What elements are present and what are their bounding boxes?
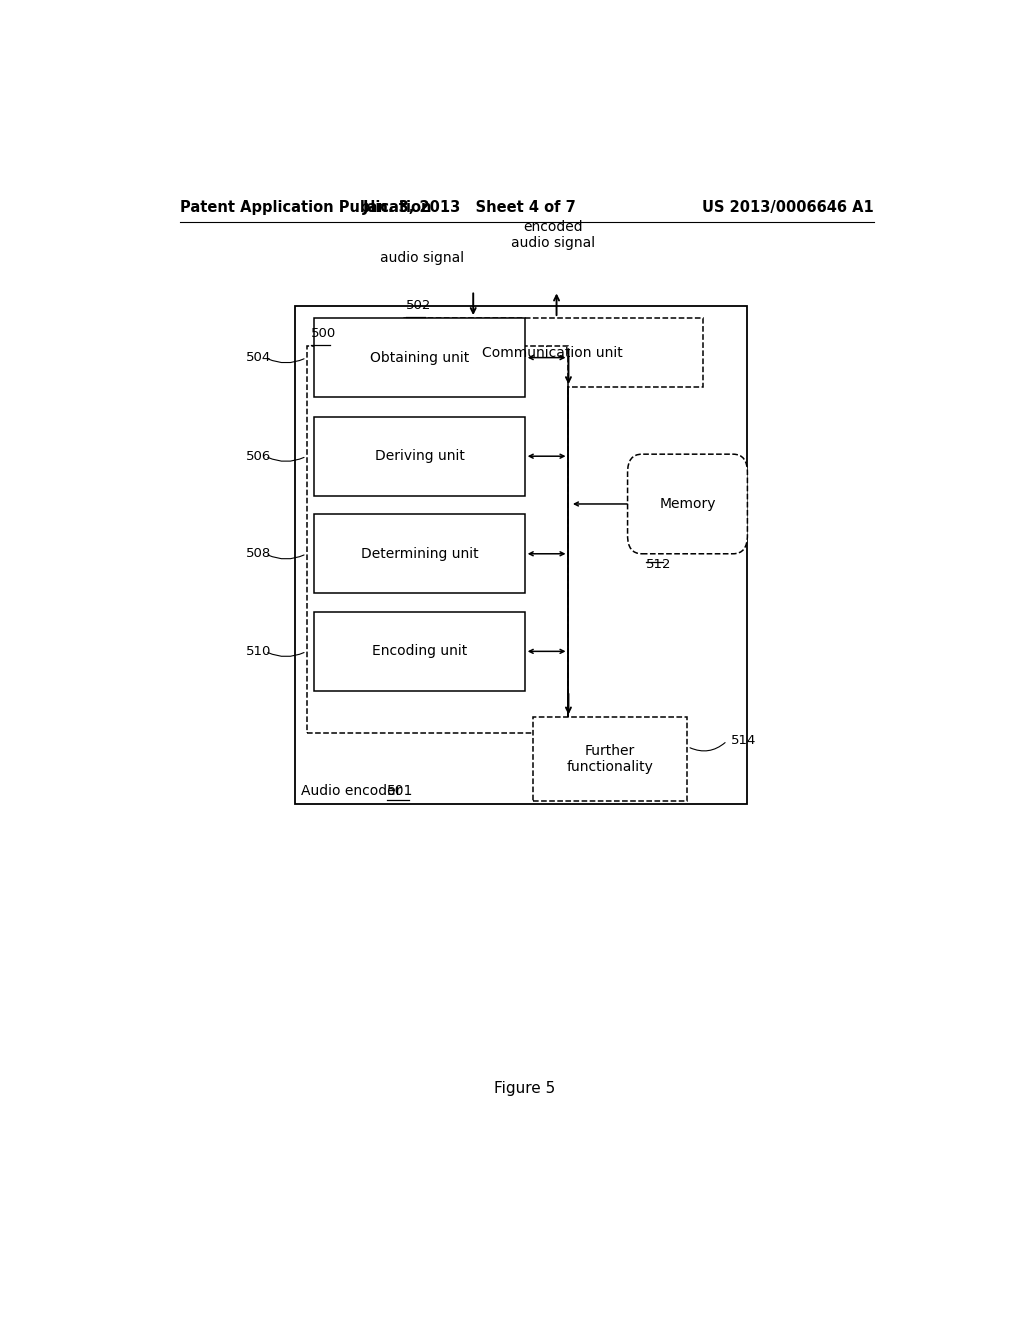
Text: 504: 504	[246, 351, 270, 364]
FancyBboxPatch shape	[401, 318, 703, 387]
Text: Determining unit: Determining unit	[360, 546, 478, 561]
Text: Further
functionality: Further functionality	[566, 744, 653, 775]
FancyBboxPatch shape	[295, 306, 746, 804]
Text: Obtaining unit: Obtaining unit	[370, 351, 469, 364]
Text: Memory: Memory	[659, 496, 716, 511]
Text: 508: 508	[246, 548, 270, 560]
Text: Audio encoder: Audio encoder	[301, 784, 406, 797]
FancyBboxPatch shape	[314, 417, 524, 496]
Text: Deriving unit: Deriving unit	[375, 449, 465, 463]
Text: encoded
audio signal: encoded audio signal	[511, 219, 595, 249]
FancyBboxPatch shape	[314, 611, 524, 690]
Text: 502: 502	[406, 298, 431, 312]
Text: 510: 510	[246, 645, 270, 657]
FancyBboxPatch shape	[306, 346, 568, 733]
Text: 506: 506	[246, 450, 270, 463]
Text: US 2013/0006646 A1: US 2013/0006646 A1	[702, 199, 873, 215]
Text: Communication unit: Communication unit	[482, 346, 623, 359]
Text: Figure 5: Figure 5	[495, 1081, 555, 1096]
FancyBboxPatch shape	[628, 454, 748, 554]
FancyBboxPatch shape	[314, 318, 524, 397]
Text: Jan. 3, 2013   Sheet 4 of 7: Jan. 3, 2013 Sheet 4 of 7	[362, 199, 577, 215]
FancyBboxPatch shape	[314, 515, 524, 594]
Text: 512: 512	[646, 558, 672, 570]
Text: 514: 514	[731, 734, 757, 747]
Text: Encoding unit: Encoding unit	[372, 644, 467, 659]
Text: Patent Application Publication: Patent Application Publication	[179, 199, 431, 215]
Text: 501: 501	[387, 784, 413, 797]
Text: audio signal: audio signal	[380, 251, 464, 265]
Text: 500: 500	[310, 327, 336, 341]
FancyBboxPatch shape	[532, 718, 687, 801]
